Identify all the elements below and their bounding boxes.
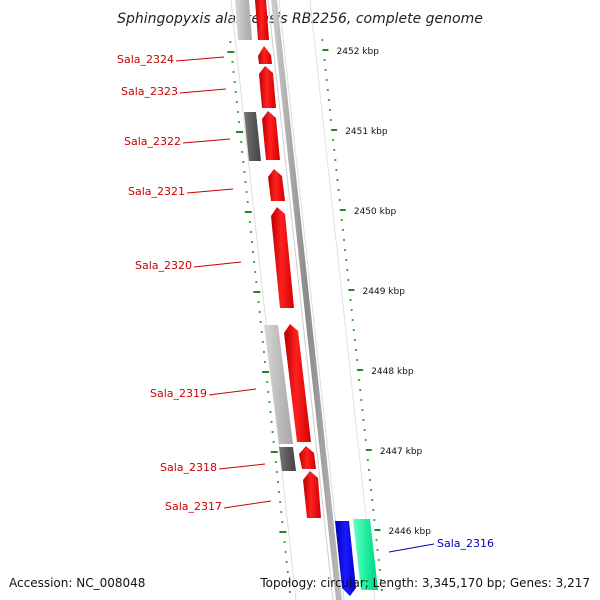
leader-line [186, 188, 234, 194]
genome-backbone [271, 0, 342, 600]
gene-partial-red[interactable] [255, 0, 269, 40]
feature-gray-dark[interactable] [244, 112, 261, 161]
accession-text: Accession: NC_008048 [9, 576, 145, 590]
label-sala-2321[interactable]: Sala_2321 [128, 185, 185, 198]
gene-sala-2316[interactable] [335, 521, 356, 596]
leader-line [193, 261, 242, 268]
leader-line [223, 500, 272, 509]
gene-sala-2321[interactable] [268, 169, 285, 201]
label-sala-2319[interactable]: Sala_2319 [150, 387, 207, 400]
tick-label: 2451 kbp [345, 127, 388, 137]
summary-text: Topology: circular; Length: 3,345,170 bp… [259, 576, 590, 590]
guide-line [267, 0, 334, 600]
leader-line [208, 388, 257, 396]
label-sala-2324[interactable]: Sala_2324 [117, 53, 174, 66]
tick-label: 2452 kbp [337, 47, 380, 57]
leader-line [182, 138, 231, 144]
outer-guide-line [309, 0, 376, 600]
label-sala-2317[interactable]: Sala_2317 [165, 500, 222, 513]
tick-label: 2446 kbp [389, 527, 432, 537]
gene-partial-gray[interactable] [235, 0, 252, 40]
tick-label: 2447 kbp [380, 447, 423, 457]
scale-ticks: 2452 kbp 2451 kbp 2450 kbp 2449 kbp 2448 kbp… [227, 39, 432, 593]
tick-label: 2450 kbp [354, 207, 397, 217]
leader-line [179, 88, 227, 94]
tick-label: 2449 kbp [363, 287, 406, 297]
gene-sala-2320[interactable] [271, 207, 294, 308]
tick-label: 2448 kbp [371, 367, 414, 377]
gene-sala-2318[interactable] [299, 446, 316, 469]
leader-line [175, 56, 225, 62]
gene-sala-2324[interactable] [258, 46, 272, 64]
leader-line [218, 463, 266, 470]
map-title: Sphingopyxis alaskensis RB2256, complete… [117, 11, 483, 27]
leader-line [388, 543, 435, 553]
feature-gray-dark[interactable] [279, 447, 296, 471]
label-sala-2322[interactable]: Sala_2322 [124, 135, 181, 148]
guide-line [278, 0, 345, 600]
inner-guide-line [230, 0, 297, 600]
label-sala-2316[interactable]: Sala_2316 [437, 537, 494, 550]
label-sala-2323[interactable]: Sala_2323 [121, 85, 178, 98]
feature-teal[interactable] [353, 519, 378, 590]
gene-sala-2319[interactable] [284, 324, 311, 442]
label-sala-2320[interactable]: Sala_2320 [135, 259, 192, 272]
gene-labels: Sala_2324 Sala_2323 Sala_2322 Sala_2321 … [117, 53, 494, 553]
gene-sala-2323[interactable] [259, 66, 276, 108]
feature-gray-light[interactable] [264, 325, 293, 444]
gene-sala-2317[interactable] [303, 471, 321, 518]
gene-sala-2322[interactable] [262, 111, 280, 160]
label-sala-2318[interactable]: Sala_2318 [160, 461, 217, 474]
